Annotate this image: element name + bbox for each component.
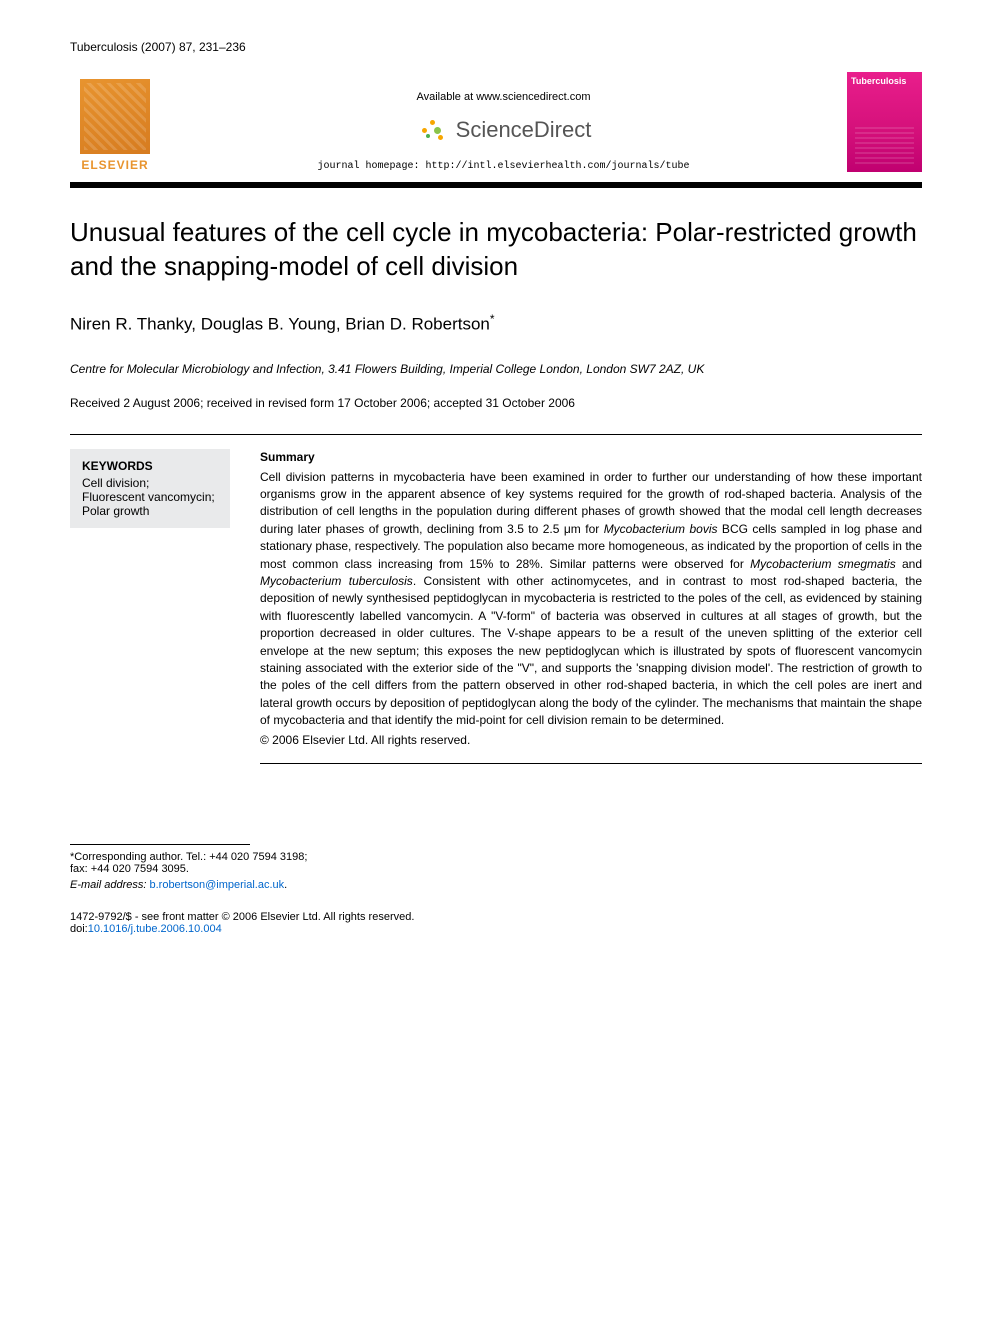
article-title: Unusual features of the cell cycle in my… [70, 216, 922, 284]
article-dates: Received 2 August 2006; received in revi… [70, 396, 922, 410]
email-line: E-mail address: b.robertson@imperial.ac.… [70, 879, 922, 891]
affiliation: Centre for Molecular Microbiology and In… [70, 362, 922, 376]
journal-cover-title: Tuberculosis [851, 76, 906, 86]
authors-text: Niren R. Thanky, Douglas B. Young, Brian… [70, 314, 490, 333]
separator-bar [70, 182, 922, 188]
email-label: E-mail address: [70, 879, 146, 891]
header-center: Available at www.sciencedirect.com Scien… [160, 91, 847, 172]
keyword-item: Cell division; [82, 476, 218, 490]
summary-copyright: © 2006 Elsevier Ltd. All rights reserved… [260, 732, 922, 749]
journal-homepage-text: journal homepage: http://intl.elsevierhe… [180, 161, 827, 172]
keyword-item: Polar growth [82, 504, 218, 518]
keywords-box: KEYWORDS Cell division; Fluorescent vanc… [70, 449, 230, 528]
summary-heading: Summary [260, 449, 922, 466]
fax-line: fax: +44 020 7594 3095. [70, 863, 922, 875]
sciencedirect-logo: ScienceDirect [416, 117, 592, 143]
email-link[interactable]: b.robertson@imperial.ac.uk [149, 879, 284, 891]
footer: *Corresponding author. Tel.: +44 020 759… [70, 844, 922, 935]
content-row: KEYWORDS Cell division; Fluorescent vanc… [70, 434, 922, 764]
doi-link[interactable]: 10.1016/j.tube.2006.10.004 [88, 923, 222, 935]
corresponding-author-line: *Corresponding author. Tel.: +44 020 759… [70, 851, 922, 863]
available-at-text: Available at www.sciencedirect.com [180, 91, 827, 103]
elsevier-logo: ELSEVIER [70, 72, 160, 172]
sciencedirect-dots-icon [416, 118, 448, 142]
corresponding-marker: * [490, 312, 495, 326]
citation-line: Tuberculosis (2007) 87, 231–236 [70, 40, 922, 54]
summary-bottom-rule [260, 763, 922, 764]
keyword-item: Fluorescent vancomycin; [82, 490, 218, 504]
summary-body: Cell division patterns in mycobacteria h… [260, 470, 922, 727]
doi-line: doi:10.1016/j.tube.2006.10.004 [70, 923, 922, 935]
footer-rule [70, 844, 250, 845]
elsevier-tree-icon [80, 79, 150, 154]
sciencedirect-text: ScienceDirect [456, 117, 592, 143]
issn-line: 1472-9792/$ - see front matter © 2006 El… [70, 911, 922, 923]
header-row: ELSEVIER Available at www.sciencedirect.… [70, 72, 922, 172]
summary-column: Summary Cell division patterns in mycoba… [260, 449, 922, 764]
keywords-heading: KEYWORDS [82, 459, 218, 473]
authors-line: Niren R. Thanky, Douglas B. Young, Brian… [70, 312, 922, 335]
doi-label: doi: [70, 923, 88, 935]
journal-cover-thumbnail: Tuberculosis [847, 72, 922, 172]
elsevier-label: ELSEVIER [81, 158, 148, 172]
